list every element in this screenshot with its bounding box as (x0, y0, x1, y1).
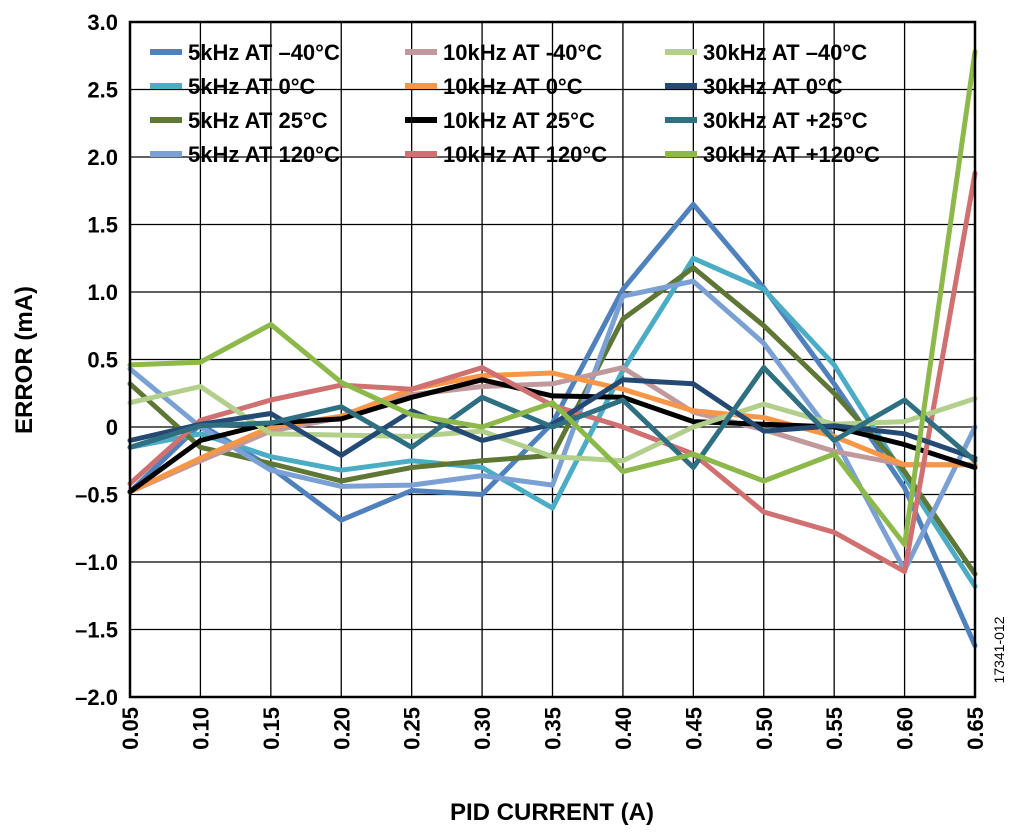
y-tick-label: 1.0 (87, 280, 118, 305)
y-tick-label: 0.5 (87, 348, 118, 373)
y-axis-title: ERROR (mA) (11, 286, 38, 434)
y-tick-label: 2.0 (87, 145, 118, 170)
x-tick-label: 0.35 (541, 707, 566, 750)
legend-label: 30kHz AT +120°C (703, 142, 880, 167)
x-axis-title: PID CURRENT (A) (450, 799, 654, 826)
series-line (127, 365, 978, 470)
series-line (127, 255, 978, 589)
x-tick-label: 0.65 (963, 707, 988, 750)
legend-label: 10kHz AT 25°C (443, 108, 595, 133)
x-tick-label: 0.10 (188, 707, 213, 750)
series-line (127, 49, 978, 547)
legend-label: 10kHz AT 0°C (443, 74, 583, 99)
y-tick-label: –1.5 (75, 618, 118, 643)
plot-frame (128, 20, 977, 699)
y-tick-label: 1.5 (87, 213, 118, 238)
x-tick-label: 0.50 (752, 707, 777, 750)
legend-label: 30kHz AT 0°C (703, 74, 843, 99)
x-tick-label: 0.55 (822, 707, 847, 750)
x-tick-label: 0.25 (400, 707, 425, 750)
x-tick-label: 0.45 (681, 707, 706, 750)
y-tick-label: –0.5 (75, 483, 118, 508)
y-tick-label: 3.0 (87, 10, 118, 35)
legend-label: 5kHz AT 25°C (188, 108, 328, 133)
y-tick-label: –2.0 (75, 685, 118, 710)
figure-code: 17341-012 (991, 616, 1007, 683)
x-tick-label: 0.15 (259, 707, 284, 750)
plot-area-series (127, 49, 978, 649)
legend-label: 30kHz AT +25°C (703, 108, 868, 133)
legend-label: 5kHz AT 120°C (188, 142, 340, 167)
y-axis-tick-labels: 3.0 2.5 2.0 1.5 1.0 0.5 0 –0.5 –1.0 –1.5 –2.0 (75, 10, 118, 710)
x-tick-label: 0.40 (611, 707, 636, 750)
series-line (127, 370, 978, 495)
y-tick-label: 0 (106, 415, 118, 440)
y-tick-label: –1.0 (75, 550, 118, 575)
legend-label: 30kHz AT –40°C (703, 40, 867, 65)
legend: 5kHz AT –40°C 5kHz AT 0°C 5kHz AT 25°C 5kHz… (150, 40, 880, 167)
x-tick-label: 0.20 (329, 707, 354, 750)
legend-label: 5kHz AT –40°C (188, 40, 340, 65)
legend-label: 5kHz AT 0°C (188, 74, 315, 99)
legend-label: 10kHz AT 120°C (443, 142, 607, 167)
legend-label: 10kHz AT -40°C (443, 40, 602, 65)
x-axis-tick-labels: 0.05 0.10 0.15 0.20 0.25 0.30 0.35 0.40 0.45 0.50… (118, 707, 988, 750)
y-tick-label: 2.5 (87, 78, 118, 103)
x-tick-label: 0.30 (470, 707, 495, 750)
x-tick-label: 0.05 (118, 707, 143, 750)
x-tick-label: 0.60 (893, 707, 918, 750)
